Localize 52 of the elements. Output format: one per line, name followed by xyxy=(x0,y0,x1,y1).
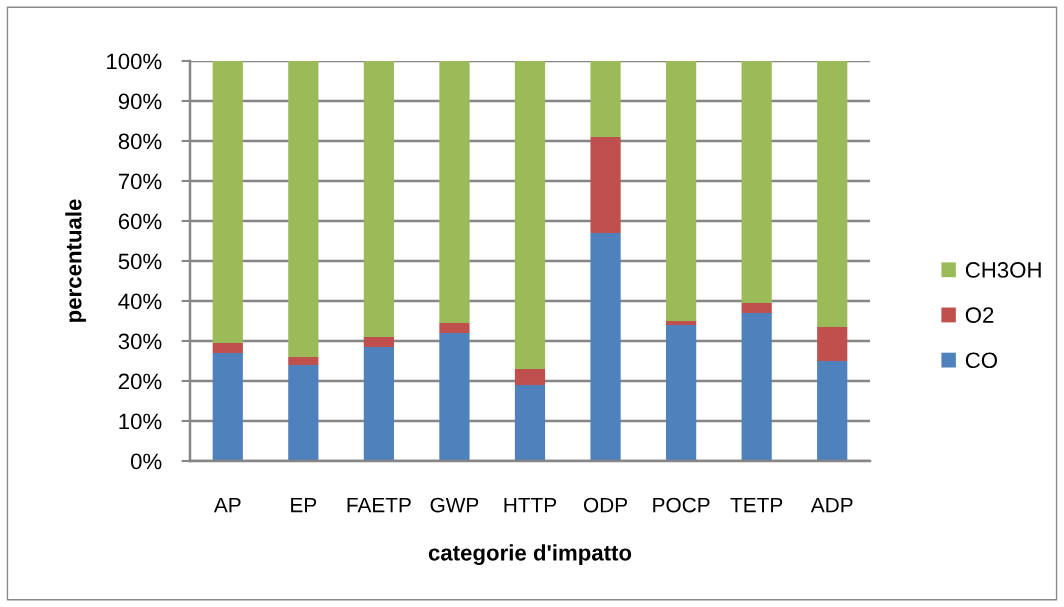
bar xyxy=(212,343,243,353)
x-axis-title: categorie d'impatto xyxy=(428,544,632,566)
bar xyxy=(666,325,697,461)
bar xyxy=(514,61,546,369)
bar xyxy=(363,337,394,347)
y-tick-label: 70% xyxy=(118,173,162,190)
bar xyxy=(212,61,243,343)
bar xyxy=(741,303,772,313)
legend-label: O2 xyxy=(965,307,994,323)
y-tick-label: 0% xyxy=(130,453,162,470)
bar xyxy=(363,347,394,461)
bar xyxy=(817,327,848,361)
bar xyxy=(363,61,394,337)
y-tick-label: 60% xyxy=(118,213,162,230)
bar xyxy=(288,365,319,461)
bar xyxy=(817,61,848,327)
bar xyxy=(590,137,621,233)
y-tick-label: 20% xyxy=(118,373,162,390)
legend-label: CH3OH xyxy=(965,262,1041,278)
y-tick-label: 80% xyxy=(118,133,162,150)
y-tick-label: 40% xyxy=(118,293,162,310)
x-tick-label: ODP xyxy=(583,497,628,513)
x-tick-label: EP xyxy=(291,497,317,513)
y-tick-label: 30% xyxy=(118,333,162,350)
y-tick-label: 50% xyxy=(118,253,162,270)
legend-label: CO xyxy=(965,352,997,369)
x-tick-label: POCP xyxy=(653,497,710,513)
x-tick-label: ADP xyxy=(810,497,853,513)
bar xyxy=(439,61,470,323)
bar xyxy=(817,361,848,461)
y-tick-label: 10% xyxy=(119,413,162,430)
x-tick-label: AP xyxy=(213,497,241,513)
bar xyxy=(514,369,546,385)
x-tick-label: GWP xyxy=(430,497,479,513)
y-tick-label: 90% xyxy=(118,93,162,110)
bar xyxy=(590,233,621,461)
bar xyxy=(514,385,546,461)
y-tick-label: 100% xyxy=(107,53,162,70)
bar xyxy=(212,353,243,461)
x-tick-label: FAETP xyxy=(347,497,411,513)
x-tick-label: HTTP xyxy=(504,497,557,513)
bar xyxy=(439,333,470,461)
bar xyxy=(666,321,697,325)
bar xyxy=(288,357,319,365)
bar xyxy=(288,61,319,357)
bar xyxy=(439,323,470,333)
bar xyxy=(590,61,621,137)
x-tick-label: TETP xyxy=(730,497,783,513)
bar xyxy=(741,61,772,303)
bar xyxy=(741,313,772,461)
bar xyxy=(666,61,697,321)
y-axis-title: percentuale xyxy=(65,199,86,322)
